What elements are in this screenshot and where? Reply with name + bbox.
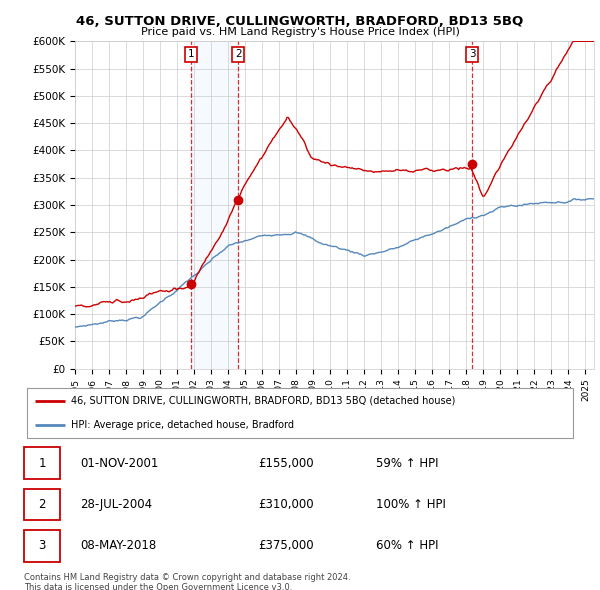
Text: 2: 2 (38, 498, 46, 511)
Text: £155,000: £155,000 (259, 457, 314, 470)
Text: 1: 1 (38, 457, 46, 470)
Text: 3: 3 (469, 50, 475, 60)
Text: 28-JUL-2004: 28-JUL-2004 (80, 498, 152, 511)
Text: 46, SUTTON DRIVE, CULLINGWORTH, BRADFORD, BD13 5BQ (detached house): 46, SUTTON DRIVE, CULLINGWORTH, BRADFORD… (71, 396, 455, 406)
Text: 3: 3 (38, 539, 46, 552)
FancyBboxPatch shape (24, 530, 60, 562)
Text: £375,000: £375,000 (259, 539, 314, 552)
Text: 100% ↑ HPI: 100% ↑ HPI (376, 498, 445, 511)
Bar (191, 41, 238, 369)
FancyBboxPatch shape (24, 447, 60, 479)
Text: 01-NOV-2001: 01-NOV-2001 (80, 457, 158, 470)
Text: 2: 2 (235, 50, 241, 60)
Text: 59% ↑ HPI: 59% ↑ HPI (376, 457, 438, 470)
FancyBboxPatch shape (27, 388, 573, 438)
Text: 46, SUTTON DRIVE, CULLINGWORTH, BRADFORD, BD13 5BQ: 46, SUTTON DRIVE, CULLINGWORTH, BRADFORD… (76, 15, 524, 28)
Text: 60% ↑ HPI: 60% ↑ HPI (376, 539, 438, 552)
Text: 1: 1 (188, 50, 194, 60)
Text: Contains HM Land Registry data © Crown copyright and database right 2024.: Contains HM Land Registry data © Crown c… (24, 573, 350, 582)
FancyBboxPatch shape (24, 489, 60, 520)
Text: This data is licensed under the Open Government Licence v3.0.: This data is licensed under the Open Gov… (24, 583, 292, 590)
Text: 08-MAY-2018: 08-MAY-2018 (80, 539, 156, 552)
Text: £310,000: £310,000 (259, 498, 314, 511)
Text: HPI: Average price, detached house, Bradford: HPI: Average price, detached house, Brad… (71, 420, 294, 430)
Text: Price paid vs. HM Land Registry's House Price Index (HPI): Price paid vs. HM Land Registry's House … (140, 27, 460, 37)
